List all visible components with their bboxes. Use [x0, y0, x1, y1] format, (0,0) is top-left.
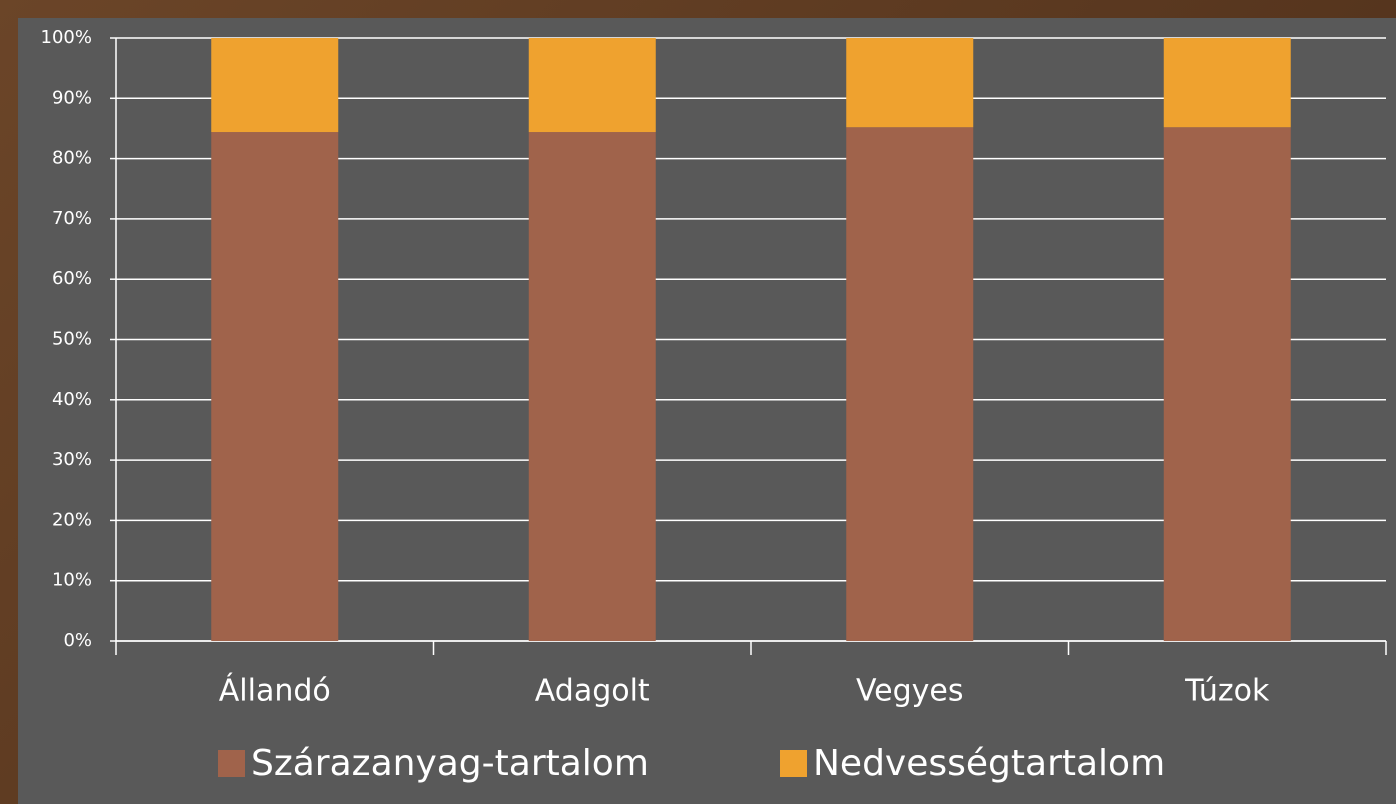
y-tick-label: 0% [63, 630, 92, 651]
y-tick-label: 80% [52, 148, 92, 169]
x-tick-label: Vegyes [856, 674, 964, 709]
y-tick-label: 100% [41, 27, 92, 48]
y-tick-label: 60% [52, 268, 92, 289]
y-tick-label: 40% [52, 389, 92, 410]
x-tick-label: Adagolt [535, 674, 650, 709]
y-tick-label: 30% [52, 449, 92, 470]
bar-segment [528, 132, 656, 641]
legend-swatch [780, 750, 807, 777]
y-tick-label: 50% [52, 329, 92, 350]
legend-swatch [218, 750, 245, 777]
bar-segment [528, 38, 656, 133]
legend-label: Nedvességtartalom [813, 743, 1165, 784]
y-tick-label: 70% [52, 208, 92, 229]
legend-label: Szárazanyag-tartalom [251, 743, 649, 784]
y-tick-label: 90% [52, 87, 92, 108]
y-tick-label: 10% [52, 570, 92, 591]
bar-segment [846, 38, 974, 128]
bar-segment [211, 132, 339, 641]
bar-segment [846, 127, 974, 641]
bar-segment [1163, 127, 1291, 641]
x-tick-label: Túzok [1184, 674, 1270, 709]
bar-segment [1163, 38, 1291, 128]
y-tick-label: 20% [52, 509, 92, 530]
x-tick-label: Állandó [219, 673, 331, 709]
bar-segment [211, 38, 339, 133]
